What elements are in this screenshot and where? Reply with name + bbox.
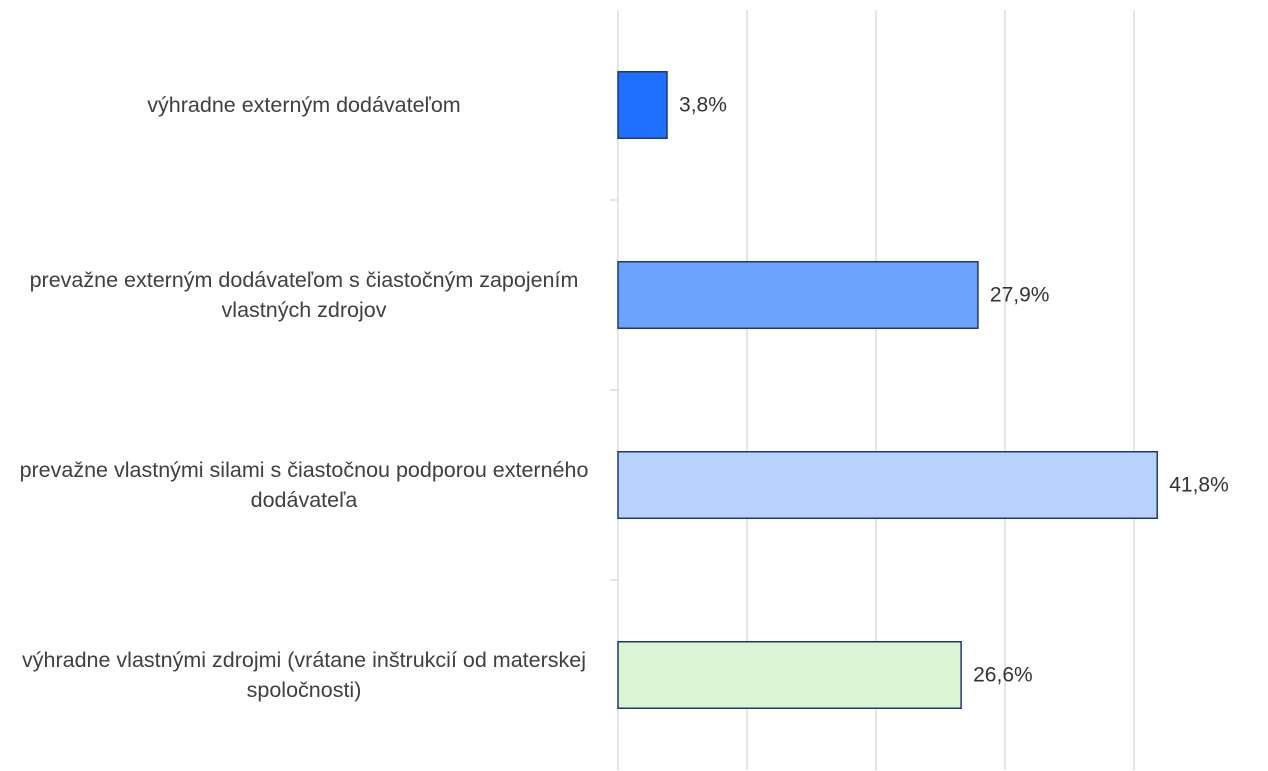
value-label: 41,8%: [1169, 474, 1229, 497]
category-label: výhradne vlastnými zdrojmi (vrátane inšt…: [22, 648, 586, 702]
category-label: prevažne vlastnými silami s čiastočnou p…: [19, 458, 589, 512]
category-label: výhradne externým dodávateľom: [147, 93, 461, 117]
value-label: 3,8%: [679, 94, 727, 117]
bar: [617, 71, 668, 139]
bar: [617, 261, 979, 329]
bar: [617, 641, 962, 709]
category-label: prevažne externým dodávateľom s čiastočn…: [29, 268, 579, 322]
value-label: 26,6%: [973, 664, 1033, 687]
value-label: 27,9%: [990, 284, 1050, 307]
bar: [617, 451, 1158, 519]
